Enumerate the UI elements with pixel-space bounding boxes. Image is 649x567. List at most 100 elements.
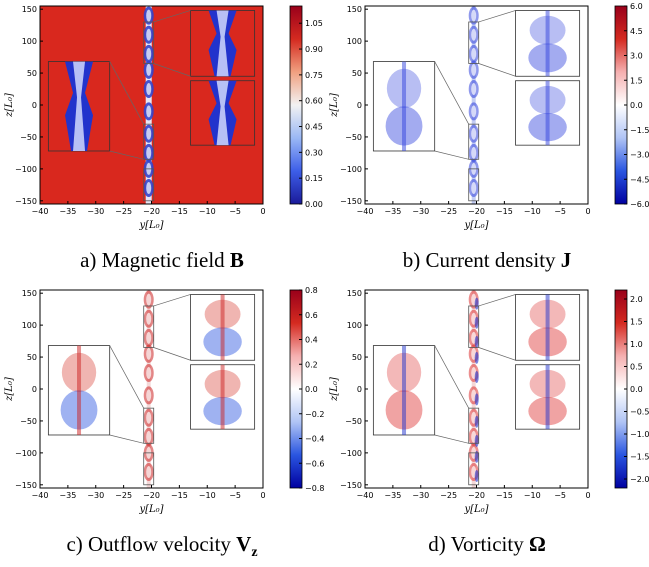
inset-sheet <box>220 364 225 430</box>
colorbar-tick-label: 0.6 <box>305 311 318 320</box>
colorbar-tick-label: 3.0 <box>630 52 643 61</box>
zoom-connector <box>434 434 469 444</box>
colorbar-tick-label: 1.0 <box>630 340 643 349</box>
y-tick-label: −100 <box>340 165 362 174</box>
plasmoid-core <box>471 9 477 22</box>
plot-field <box>143 6 154 204</box>
zoom-inset-top <box>190 10 256 77</box>
zoom-region <box>143 305 155 348</box>
colorbar-tick-label: 0.75 <box>305 71 323 80</box>
plasmoid-core <box>471 28 477 41</box>
zoom-connector <box>109 61 145 125</box>
x-axis-label: y[L₀] <box>463 504 488 515</box>
x-tick-label: −5 <box>229 207 241 216</box>
zoom-connector <box>153 294 191 307</box>
plot-field <box>468 290 479 488</box>
x-tick-label: −20 <box>468 207 485 216</box>
plasmoid-core <box>146 331 152 344</box>
zoom-region <box>143 21 155 64</box>
colorbar-tick-label: −0.6 <box>305 459 324 468</box>
colorbar-tick-label: 0.15 <box>305 174 323 183</box>
plasmoid-core <box>146 367 152 380</box>
inset-sheet <box>220 294 225 361</box>
inset-sheet <box>545 10 550 77</box>
zoom-connector <box>434 150 469 160</box>
colorbar-tick-label: −0.8 <box>305 484 324 493</box>
y-tick-label: −150 <box>15 197 37 206</box>
plasmoid-core <box>146 347 152 360</box>
zoom-connector <box>478 10 516 23</box>
plot-field <box>468 6 479 204</box>
zoom-region <box>468 168 480 202</box>
x-tick-label: −40 <box>32 491 49 500</box>
inset-sheet <box>402 61 407 151</box>
inset-sheet <box>402 345 407 435</box>
zoom-connector <box>478 63 516 77</box>
plasmoid-vortex <box>474 335 479 348</box>
x-tick-label: −40 <box>32 207 49 216</box>
x-tick-label: −5 <box>554 207 566 216</box>
zoom-inset-top <box>190 294 256 361</box>
zoom-region <box>468 407 480 444</box>
y-tick-label: 50 <box>352 69 362 78</box>
zoom-region <box>468 21 480 64</box>
plasmoid-core <box>146 63 152 76</box>
x-axis-label: y[L₀] <box>138 504 163 515</box>
x-tick-label: −25 <box>115 207 132 216</box>
colorbar-tick-label: −3.0 <box>630 151 649 160</box>
x-tick-label: −20 <box>468 491 485 500</box>
plasmoid-core <box>146 146 152 159</box>
y-tick-label: 100 <box>22 37 37 46</box>
colorbar-tick-label: −1.5 <box>630 126 649 135</box>
x-axis-label: y[L₀] <box>463 220 488 231</box>
outflow-velocity-panel: −40 −35 −30 −25 −20 −15 −10 −5 0 150 100 50 0 −50 −100… <box>0 284 324 567</box>
y-tick-label: 0 <box>32 101 37 110</box>
zoom-connector <box>434 61 470 125</box>
colorbar-tick-label: 0.90 <box>305 45 323 54</box>
y-tick-label: −150 <box>340 197 362 206</box>
x-tick-label: 0 <box>260 491 265 500</box>
colorbar-tick-label: −0.5 <box>630 408 649 417</box>
x-axis-label: y[L₀] <box>138 220 163 231</box>
colorbar-tick-label: −6.0 <box>630 200 649 209</box>
x-tick-label: −15 <box>171 491 188 500</box>
caption-symbol: Ω <box>528 532 546 556</box>
plasmoid-core <box>146 466 152 479</box>
x-tick-label: −25 <box>440 491 457 500</box>
colorbar-tick-label: 0.45 <box>305 123 323 132</box>
current-density-chart: −40 −35 −30 −25 −20 −15 −10 −5 0150100500−50−100… <box>329 2 649 231</box>
plasmoid-core <box>146 83 152 96</box>
y-tick-label: 100 <box>347 37 362 46</box>
zoom-connector <box>153 63 191 77</box>
colorbar-tick-label: 0.2 <box>305 360 318 369</box>
colorbar-tick-label: 4.5 <box>630 27 643 36</box>
x-tick-label: −15 <box>496 207 513 216</box>
zoom-inset-bottom <box>515 80 581 146</box>
plasmoid-core <box>146 312 152 325</box>
colorbar <box>289 5 303 205</box>
caption-symbol-letter: V <box>236 532 252 556</box>
y-tick-label: −100 <box>15 165 37 174</box>
plasmoid-core <box>471 182 477 195</box>
plasmoid-core <box>146 9 152 22</box>
zoom-region <box>143 168 155 202</box>
x-tick-label: −10 <box>524 491 541 500</box>
y-tick-label: 50 <box>27 69 37 78</box>
zoom-connector <box>478 294 516 307</box>
y-tick-label: 50 <box>27 353 37 362</box>
colorbar-tick-label: 0.5 <box>630 363 643 372</box>
plot-field <box>143 290 154 488</box>
x-tick-label: −35 <box>384 207 401 216</box>
y-tick-label: 150 <box>22 5 37 14</box>
x-tick-label: −30 <box>412 491 429 500</box>
inset-core <box>216 10 229 77</box>
zoom-inset-bottom <box>190 364 256 430</box>
zoom-inset-left <box>372 345 436 436</box>
zoom-region <box>143 407 155 444</box>
magnetic-field-panel: −40 −35 −30 −25 −20 −15 −10 −5 0 150 100 50 0 −50 −100… <box>0 0 324 283</box>
colorbar-tick-label: 0.60 <box>305 97 323 106</box>
colorbar-tick-label: 0.0 <box>305 385 318 394</box>
colorbar-tick-label: 0.0 <box>630 101 643 110</box>
x-tick-label: −5 <box>554 491 566 500</box>
y-axis-label: z[L₀] <box>4 377 15 402</box>
